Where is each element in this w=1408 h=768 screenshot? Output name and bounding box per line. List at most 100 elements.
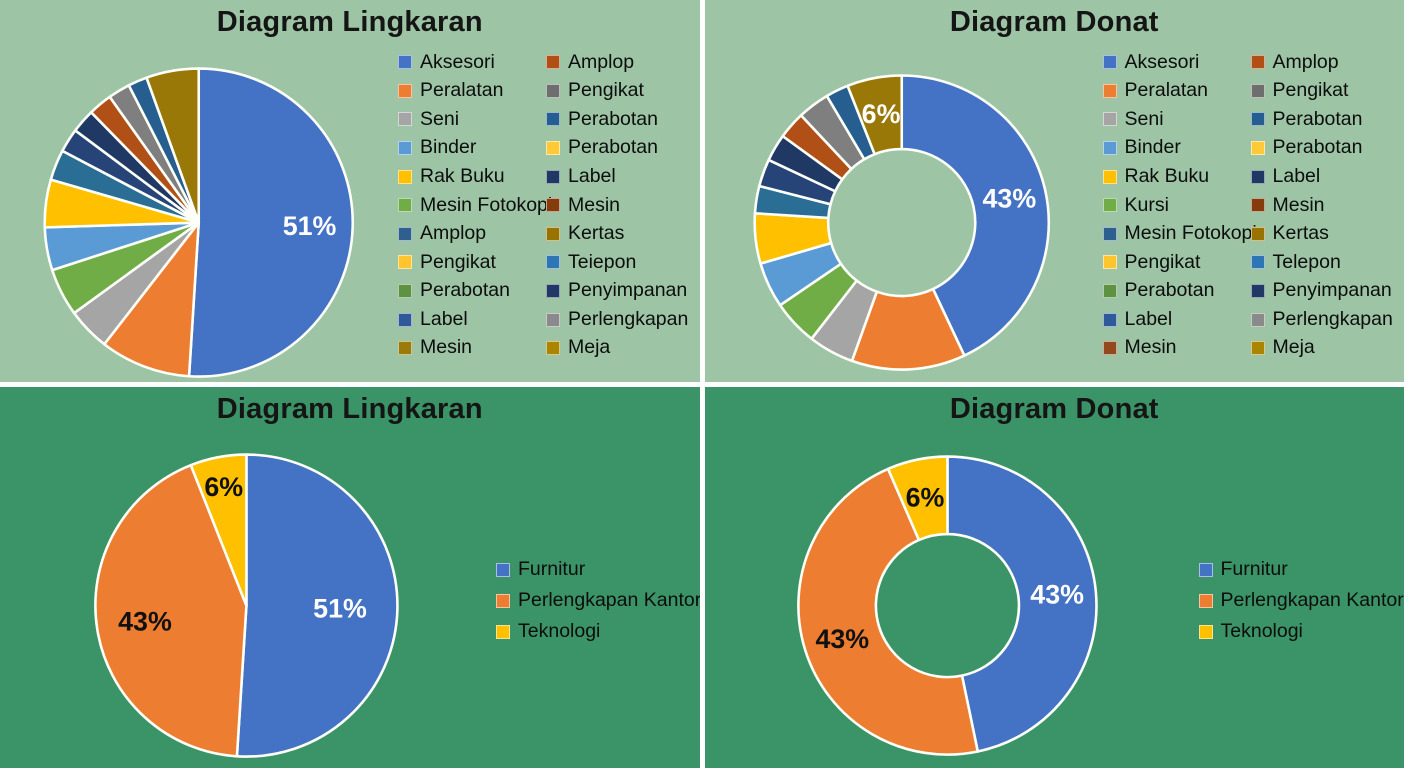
legend-item: Perlengkapan bbox=[546, 305, 688, 334]
legend-label: Rak Buku bbox=[420, 164, 505, 187]
legend-column: Aksesori Peralatan Seni Binder Rak Buku Mesin… bbox=[398, 48, 552, 363]
legend-column: Furnitur Perlengkapan Kantor Teknologi bbox=[496, 555, 700, 648]
legend-label: Telepon bbox=[1272, 250, 1341, 273]
legend-swatch bbox=[398, 255, 412, 270]
segment-percent-label: 43% bbox=[982, 183, 1036, 213]
legend-item: Label bbox=[546, 162, 688, 191]
legend-item: Rak Buku bbox=[398, 162, 552, 191]
legend-item: Binder bbox=[1102, 134, 1257, 163]
donut-segment bbox=[796, 467, 979, 756]
donut-chart-categories: 43% 6% bbox=[752, 74, 1050, 371]
legend-label: Label bbox=[1124, 307, 1173, 330]
legend-swatch bbox=[546, 141, 560, 156]
chart-title: Diagram Donat bbox=[949, 6, 1159, 38]
legend-label: Label bbox=[568, 164, 616, 187]
legend-swatch bbox=[546, 55, 560, 70]
legend-label: Mesin bbox=[1124, 336, 1177, 359]
legend-label: Furnitur bbox=[1220, 558, 1288, 581]
legend-swatch bbox=[1250, 141, 1265, 156]
legend-swatch bbox=[496, 625, 510, 639]
legend-label: Pengikat bbox=[1124, 250, 1201, 273]
legend-item: Rak Buku bbox=[1102, 162, 1257, 191]
legend-swatch bbox=[496, 594, 510, 608]
legend-item: Seni bbox=[1102, 105, 1257, 134]
legend-item: Perlengkapan bbox=[1250, 305, 1393, 334]
chart-title: Diagram Donat bbox=[949, 392, 1159, 425]
legend-swatch bbox=[1250, 198, 1265, 213]
legend-label: Label bbox=[420, 307, 468, 330]
legend-swatch bbox=[1102, 226, 1117, 241]
legend-label: Perabotan bbox=[1272, 136, 1363, 159]
legend-swatch bbox=[1250, 169, 1265, 184]
legend-swatch bbox=[398, 312, 412, 327]
legend-swatch bbox=[398, 55, 412, 70]
legend-label: Penyimpanan bbox=[568, 279, 688, 302]
legend-label: Label bbox=[1272, 164, 1321, 187]
legend-swatch bbox=[1102, 312, 1117, 327]
segment-percent-label: 43% bbox=[815, 623, 869, 653]
legend-label: Perlengkapan bbox=[568, 307, 689, 330]
legend-swatch bbox=[1102, 83, 1117, 98]
legend-label: Perabotan bbox=[1272, 107, 1363, 130]
legend-swatch bbox=[1102, 112, 1117, 127]
legend-swatch bbox=[1102, 198, 1117, 213]
legend-label: Mesin Fotokopi bbox=[1124, 222, 1257, 245]
legend-item: Furnitur bbox=[1198, 555, 1404, 586]
legend-item: Perabotan bbox=[546, 134, 688, 163]
legend-item: Perabotan bbox=[1102, 277, 1257, 306]
legend-item: Mesin bbox=[398, 334, 552, 363]
legend-swatch bbox=[546, 169, 560, 184]
legend-swatch bbox=[1250, 55, 1265, 70]
legend-label: Kertas bbox=[1272, 222, 1329, 245]
legend-label: Mesin bbox=[1272, 193, 1325, 216]
donut-segment bbox=[899, 74, 1050, 357]
legend-label: Teknologi bbox=[1220, 620, 1303, 643]
legend-item: Aksesori bbox=[398, 48, 552, 77]
legend-item: Pengikat bbox=[1102, 248, 1257, 277]
donut-segment bbox=[845, 74, 903, 156]
legend-swatch bbox=[1102, 341, 1117, 356]
legend-swatch bbox=[1102, 141, 1117, 156]
legend-label: Amplop bbox=[420, 222, 487, 245]
legend-swatch bbox=[1102, 284, 1117, 299]
legend-swatch bbox=[496, 563, 510, 577]
legend-item: Label bbox=[1102, 305, 1257, 334]
panel-donut-groups: Diagram Donat 43% 43% 6% Furnitur Perlengka… bbox=[704, 386, 1404, 768]
legend-label: Amplop bbox=[1272, 50, 1339, 73]
legend-label: Peralatan bbox=[1124, 79, 1208, 102]
legend-item: Amplop bbox=[546, 48, 688, 77]
segment-percent-label: 6% bbox=[905, 482, 944, 512]
legend-item: Perlengkapan Kantor bbox=[1198, 586, 1404, 617]
legend-item: Furnitur bbox=[496, 555, 700, 586]
donut-chart-groups: 43% 43% 6% bbox=[796, 454, 1098, 756]
legend-swatch bbox=[1198, 563, 1213, 577]
legend-label: Kertas bbox=[568, 222, 625, 245]
legend-item: Teiepon bbox=[546, 248, 688, 277]
legend-item: Peralatan bbox=[1102, 77, 1257, 106]
chart-title: Diagram Lingkaran bbox=[216, 6, 483, 38]
legend-swatch bbox=[398, 112, 412, 127]
legend-swatch bbox=[398, 198, 412, 213]
segment-percent-label: 43% bbox=[1030, 579, 1084, 609]
panel-pie-categories: Diagram Lingkaran 51% Aksesori Peralatan S… bbox=[0, 0, 700, 382]
legend-item: Telepon bbox=[1250, 248, 1393, 277]
legend-swatch bbox=[398, 83, 412, 98]
legend-item: Teknologi bbox=[496, 617, 700, 648]
legend-label: Seni bbox=[1124, 107, 1164, 130]
legend-swatch bbox=[1250, 312, 1265, 327]
legend-label: Mesin Fotokopi bbox=[420, 193, 553, 216]
legend-label: Perabotan bbox=[420, 279, 510, 302]
chart-title: Diagram Lingkaran bbox=[216, 392, 483, 425]
legend-item: Perabotan bbox=[1250, 134, 1393, 163]
legend-label: Perabotan bbox=[1124, 279, 1215, 302]
donut-segment bbox=[945, 454, 1098, 753]
pie-segment bbox=[187, 67, 354, 378]
legend-swatch bbox=[398, 226, 412, 241]
legend-label: Pengikat bbox=[568, 79, 644, 102]
legend-item: Kertas bbox=[1250, 220, 1393, 249]
legend-item: Kursi bbox=[1102, 191, 1257, 220]
legend-swatch bbox=[546, 198, 560, 213]
legend-swatch bbox=[1198, 625, 1213, 639]
legend-label: Furnitur bbox=[518, 558, 586, 581]
legend-item: Pengikat bbox=[1250, 77, 1393, 106]
